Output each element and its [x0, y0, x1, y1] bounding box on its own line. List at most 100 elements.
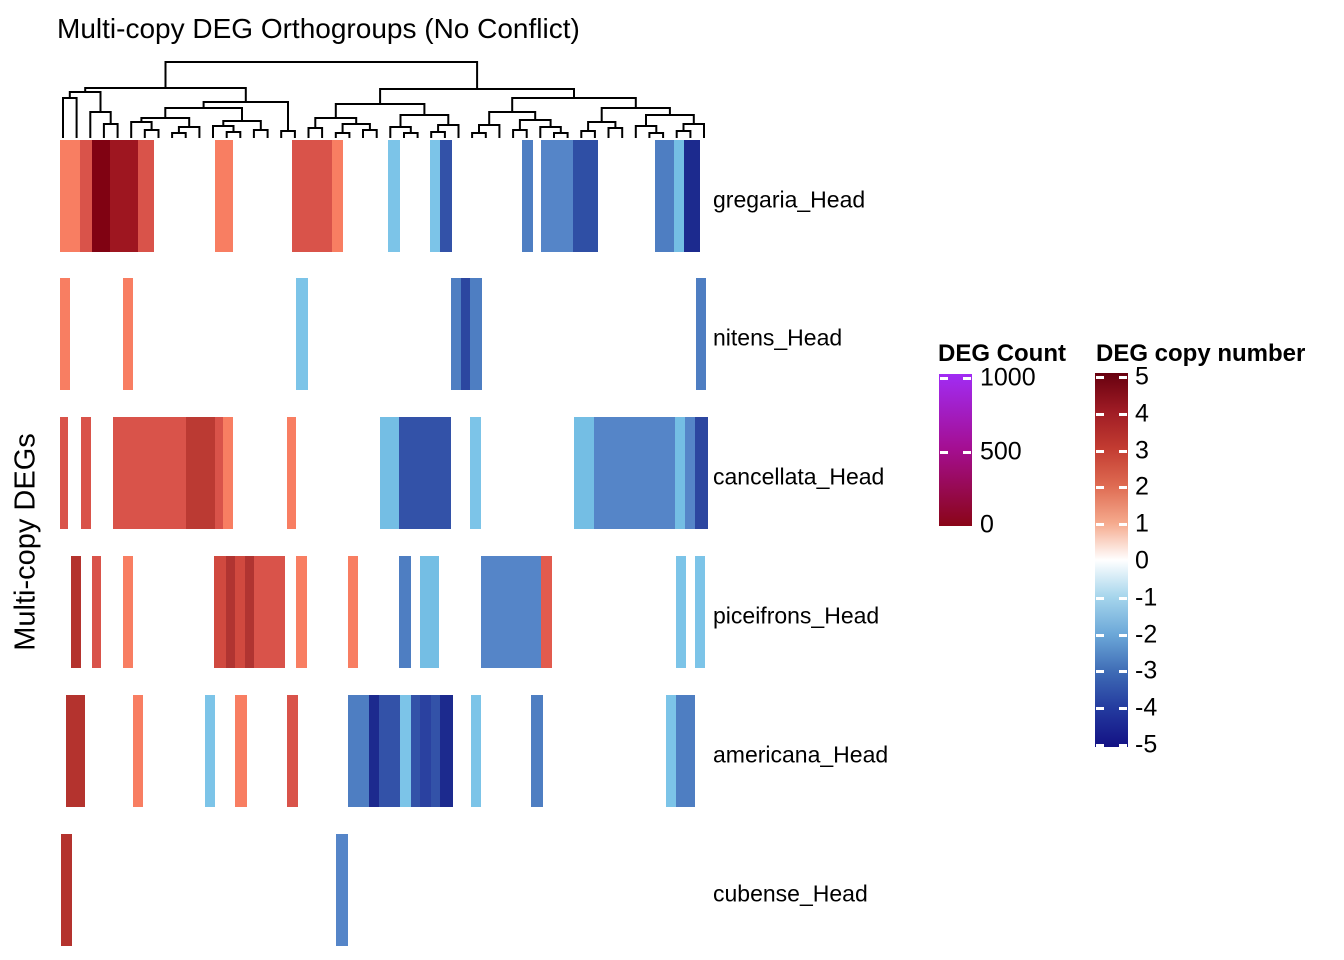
heatmap-cell [440, 140, 452, 252]
heatmap-cell [205, 695, 215, 807]
colorbar-tick-label: 2 [1135, 472, 1149, 501]
colorbar-tick-mark [1096, 486, 1104, 489]
colorbar-tick-mark [1119, 707, 1127, 710]
colorbar-tick-mark [1096, 707, 1104, 710]
heatmap-cell [80, 140, 92, 252]
row-label-cancellata_Head: cancellata_Head [713, 463, 885, 490]
heatmap-cell [110, 140, 138, 252]
colorbar-tick-label: -1 [1135, 583, 1158, 612]
colorbar-tick-mark [1119, 450, 1127, 453]
colorbar-tick-label: 4 [1135, 399, 1149, 428]
colorbar-tick-mark [1096, 597, 1104, 600]
colorbar-tick-mark [1096, 744, 1104, 747]
heatmap-cell [380, 417, 399, 529]
colorbar-tick-label: 3 [1135, 436, 1149, 465]
heatmap-cell [60, 140, 80, 252]
heatmap-cell [676, 695, 695, 807]
heatmap-cell [470, 417, 481, 529]
heatmap-cell [332, 140, 343, 252]
heatmap-cell [685, 417, 695, 529]
heatmap-cell [695, 417, 708, 529]
heatmap-cell [60, 417, 68, 529]
colorbar-tick-label: 5 [1135, 362, 1149, 391]
colorbar-tick-label: -2 [1135, 620, 1158, 649]
heatmap-cell [676, 556, 686, 668]
heatmap-cell [675, 417, 685, 529]
row-label-gregaria_Head: gregaria_Head [713, 186, 866, 213]
colorbar-tick-mark [1096, 450, 1104, 453]
heatmap-cell [287, 417, 296, 529]
heatmap-cell [399, 556, 411, 668]
heatmap-cell [60, 278, 70, 390]
deg-copy-number-colorbar [1095, 373, 1128, 747]
heatmap-cell [400, 695, 411, 807]
heatmap-cell [245, 556, 254, 668]
heatmap-cell [573, 140, 598, 252]
colorbar-tick-mark [1096, 670, 1104, 673]
heatmap-cell [431, 695, 440, 807]
deg-copy-number-legend-title: DEG copy number [1096, 340, 1306, 367]
row-label-piceifrons_Head: piceifrons_Head [713, 602, 880, 629]
heatmap-cell [471, 695, 481, 807]
heatmap-cell [287, 695, 298, 807]
heatmap-cell [296, 278, 308, 390]
heatmap-cell [451, 278, 461, 390]
heatmap-cell [461, 278, 470, 390]
heatmap-cell [369, 695, 379, 807]
heatmap-cell [411, 695, 420, 807]
colorbar-tick-mark [1119, 597, 1127, 600]
heatmap-cell [254, 556, 285, 668]
colorbar-tick-label: 500 [980, 437, 1022, 466]
heatmap-cell [66, 695, 85, 807]
colorbar-tick-mark [1119, 744, 1127, 747]
colorbar-tick-mark [940, 377, 948, 380]
heatmap-cell [420, 695, 431, 807]
heatmap-cell [695, 556, 705, 668]
heatmap-cell [481, 556, 541, 668]
heatmap-cell [186, 417, 215, 529]
colorbar-tick-mark [1096, 413, 1104, 416]
heatmap-cell [138, 140, 154, 252]
colorbar-tick-mark [1119, 523, 1127, 526]
heatmap-cell [296, 556, 307, 668]
heatmap-cell [92, 556, 101, 668]
heatmap-cell [133, 695, 143, 807]
heatmap-cell [226, 556, 235, 668]
row-label-cubense_Head: cubense_Head [713, 880, 868, 907]
heatmap-cell [399, 417, 451, 529]
colorbar-tick-label: 0 [980, 510, 994, 539]
heatmap-cell [574, 417, 594, 529]
colorbar-tick-mark [1119, 670, 1127, 673]
colorbar-tick-label: 1 [1135, 509, 1149, 538]
colorbar-tick-mark [1096, 634, 1104, 637]
heatmap-cell [348, 556, 358, 668]
heatmap-cell [531, 695, 543, 807]
heatmap-cell [123, 556, 133, 668]
colorbar-tick-mark [940, 451, 948, 454]
heatmap-cell [541, 556, 552, 668]
heatmap-cell [696, 278, 706, 390]
heatmap-cell [223, 417, 233, 529]
heatmap-cell [92, 140, 110, 252]
heatmap-cell [594, 417, 675, 529]
heatmap-cell [123, 278, 133, 390]
heatmap-cell [81, 417, 91, 529]
heatmap-cell [541, 140, 573, 252]
colorbar-tick-label: -5 [1135, 730, 1158, 759]
heatmap-cell [235, 695, 247, 807]
deg-count-legend-title: DEG Count [938, 340, 1066, 367]
heatmap-cell [440, 695, 453, 807]
colorbar-tick-label: 0 [1135, 546, 1149, 575]
heatmap-cell [113, 417, 186, 529]
row-label-americana_Head: americana_Head [713, 741, 889, 768]
heatmap-cell [684, 140, 700, 252]
chart-title: Multi-copy DEG Orthogroups (No Conflict) [57, 13, 580, 44]
heatmap-cell [215, 140, 233, 252]
heatmap-cell [214, 556, 226, 668]
heatmap-cell [522, 140, 533, 252]
colorbar-tick-mark [1119, 376, 1127, 379]
heatmap-cell [430, 140, 440, 252]
heatmap-cell [470, 278, 482, 390]
heatmap-cell [71, 556, 81, 668]
